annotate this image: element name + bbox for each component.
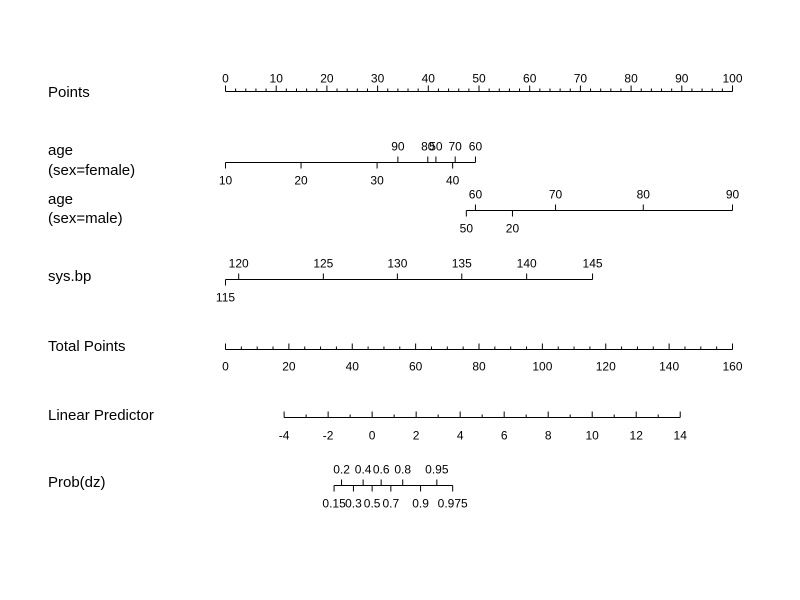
prob-dz-tick-label: 0.6 (373, 463, 390, 477)
age-female-tick-label: 30 (370, 174, 384, 188)
age-female-label: age (48, 142, 73, 159)
total-points-label: Total Points (48, 338, 126, 355)
total-points-tick-label: 80 (472, 360, 486, 374)
prob-dz-tick-label: 0.7 (383, 497, 400, 511)
prob-dz-tick-label: 0.15 (322, 497, 346, 511)
prob-dz-tick-label: 0.9 (412, 497, 429, 511)
total-points-tick-label: 20 (282, 360, 296, 374)
sys-bp-tick-label: 115 (216, 291, 235, 305)
points-tick-label: 60 (523, 72, 537, 86)
age-male-label: age (48, 191, 73, 208)
linear-predictor-tick-label: 0 (369, 429, 376, 443)
points-tick-label: 10 (270, 72, 284, 86)
points-tick-label: 90 (675, 72, 689, 86)
total-points-tick-label: 160 (722, 360, 742, 374)
linear-predictor-tick-label: 6 (501, 429, 508, 443)
age-male-tick-label: 70 (549, 188, 563, 202)
age-male-tick-label: 90 (726, 188, 740, 202)
prob-dz-tick-label: 0.4 (355, 463, 372, 477)
linear-predictor-tick-label: 2 (413, 429, 420, 443)
age-female-tick-label: 80 (421, 140, 435, 154)
prob-dz-label: Prob(dz) (48, 474, 106, 491)
points-tick-label: 0 (222, 72, 229, 86)
linear-predictor-tick-label: -4 (279, 429, 290, 443)
linear-predictor-tick-label: 4 (457, 429, 464, 443)
prob-dz-tick-label: 0.975 (438, 497, 468, 511)
age-male-tick-label: 80 (637, 188, 651, 202)
points-tick-label: 20 (320, 72, 334, 86)
points-tick-label: 70 (574, 72, 588, 86)
age-female-tick-label: 20 (294, 174, 308, 188)
linear-predictor-tick-label: 14 (674, 429, 688, 443)
linear-predictor-tick-label: -2 (323, 429, 334, 443)
linear-predictor-label: Linear Predictor (48, 407, 154, 424)
sys-bp-tick-label: 120 (229, 257, 249, 271)
sys-bp-tick-label: 125 (313, 257, 333, 271)
points-tick-label: 40 (422, 72, 436, 86)
sys-bp-label: sys.bp (48, 268, 91, 285)
prob-dz-tick-label: 0.8 (394, 463, 411, 477)
sys-bp-tick-label: 145 (583, 257, 603, 271)
linear-predictor-tick-label: 12 (630, 429, 644, 443)
prob-dz-tick-label: 0.2 (333, 463, 350, 477)
age-female-label: (sex=female) (48, 162, 135, 179)
age-female-tick-label: 60 (469, 140, 483, 154)
age-male-label: (sex=male) (48, 210, 123, 227)
prob-dz-tick-label: 0.95 (425, 463, 449, 477)
points-tick-label: 80 (624, 72, 638, 86)
age-female-tick-label: 50 (429, 140, 443, 154)
points-label: Points (48, 84, 90, 101)
sys-bp-tick-label: 130 (387, 257, 407, 271)
age-female-tick-label: 90 (391, 140, 405, 154)
sys-bp-tick-label: 135 (452, 257, 472, 271)
age-male-tick-label: 20 (506, 222, 520, 236)
total-points-tick-label: 140 (659, 360, 679, 374)
points-tick-label: 50 (472, 72, 486, 86)
total-points-tick-label: 120 (596, 360, 616, 374)
total-points-tick-label: 40 (346, 360, 360, 374)
age-female-tick-label: 40 (446, 174, 460, 188)
linear-predictor-tick-label: 10 (586, 429, 600, 443)
age-female-tick-label: 70 (448, 140, 462, 154)
age-female-tick-label: 10 (219, 174, 233, 188)
age-male-tick-label: 50 (460, 222, 474, 236)
linear-predictor-tick-label: 8 (545, 429, 552, 443)
prob-dz-tick-label: 0.5 (364, 497, 381, 511)
prob-dz-tick-label: 0.3 (345, 497, 362, 511)
points-tick-label: 30 (371, 72, 385, 86)
points-tick-label: 100 (722, 72, 742, 86)
total-points-tick-label: 100 (532, 360, 552, 374)
total-points-tick-label: 60 (409, 360, 423, 374)
age-male-tick-label: 60 (469, 188, 483, 202)
total-points-tick-label: 0 (222, 360, 229, 374)
sys-bp-tick-label: 140 (517, 257, 537, 271)
